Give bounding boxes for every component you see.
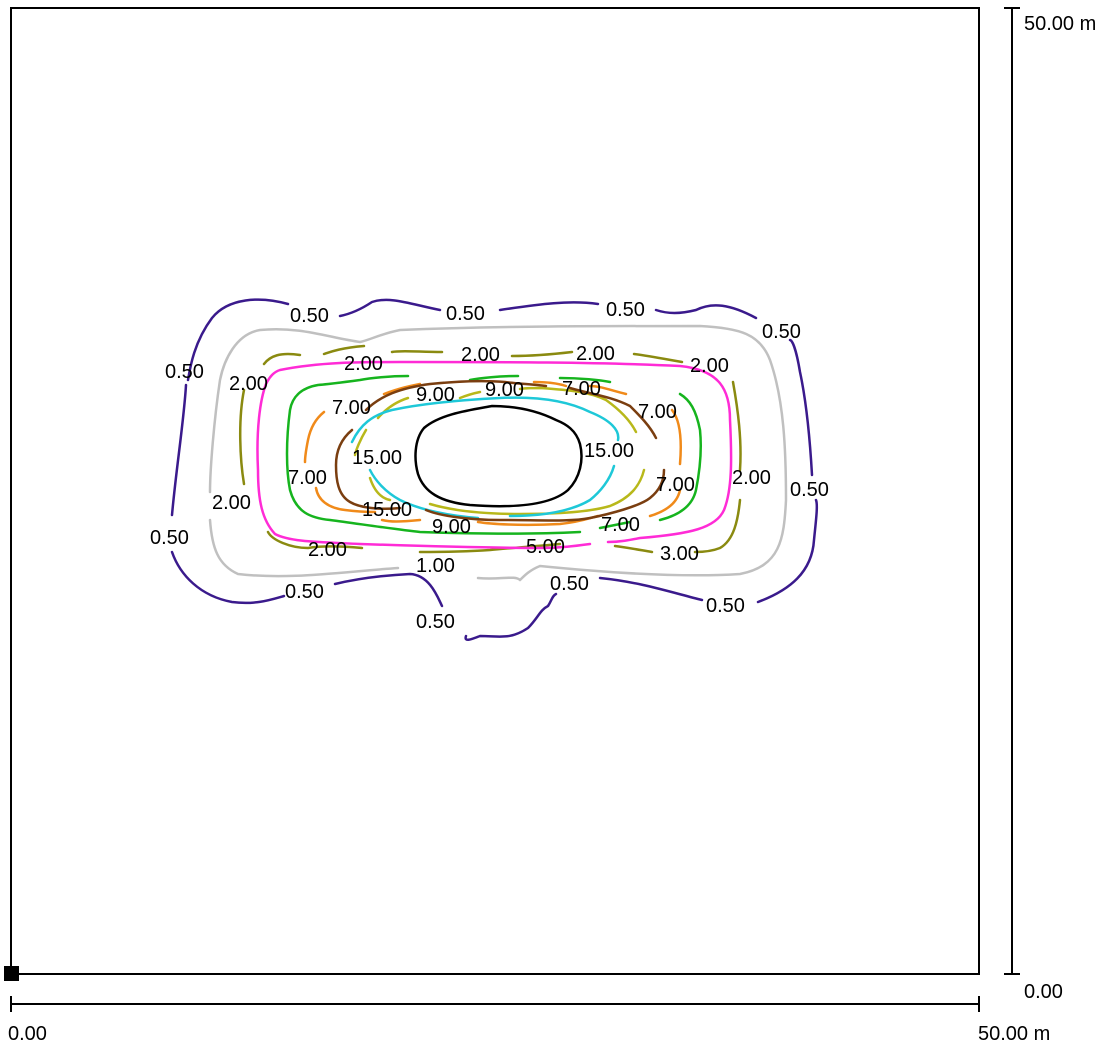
contour-label: 2.00 [690,355,729,377]
contour-label: 0.50 [606,299,645,321]
contour-15-00 [414,404,583,508]
contour-label: 15.00 [362,499,412,521]
contour-label: 2.00 [576,343,615,365]
contour-7-00 [303,380,682,527]
contour-label: 7.00 [601,514,640,536]
contour-label: 2.00 [229,373,268,395]
contour-label: 9.00 [416,384,455,406]
contour-label: 7.00 [562,378,601,400]
contour-label: 7.00 [332,397,371,419]
contour-9-00 [353,386,646,516]
contour-label: 0.50 [285,581,324,603]
contour-label: 0.50 [762,321,801,343]
contour-label: 7.00 [288,467,327,489]
contour-0-50 [170,298,819,641]
y-scale-end: 50.00 m [1024,13,1096,35]
contour-label: 2.00 [212,492,251,514]
x-scale-end: 50.00 m [978,1023,1050,1045]
contour-label: 0.50 [550,573,589,595]
contour-label: 0.50 [706,595,745,617]
contour-label: 2.00 [461,344,500,366]
contour-label: 3.00 [660,543,699,565]
y-scale-start: 0.00 [1024,981,1063,1003]
contour-label: 2.00 [308,539,347,561]
contour-2-00 [239,344,742,554]
contour-label: 9.00 [432,516,471,538]
contour-13-00 [334,379,666,522]
contour-label: 1.00 [416,555,455,577]
contour-label: 15.00 [352,447,402,469]
contour-5-00 [285,374,703,535]
contour-label: 7.00 [638,401,677,423]
contour-label: 5.00 [526,536,565,558]
contour-label: 2.00 [732,467,771,489]
contour-label: 0.50 [290,305,329,327]
contour-label: 2.00 [344,353,383,375]
origin-marker [4,966,19,981]
x-scale-start: 0.00 [8,1023,47,1045]
contour-label: 7.00 [656,474,695,496]
contour-label: 9.00 [485,379,524,401]
contour-1-00 [208,324,788,582]
contour-labels: 0.50 0.50 0.50 0.50 0.50 0.50 0.50 0.50 0.50 0.50… [150,299,829,633]
contour-label: 0.50 [165,361,204,383]
contour-3-00 [256,360,733,550]
plot-frame [10,7,980,975]
contour-label: 0.50 [416,611,455,633]
contour-label: 0.50 [150,527,189,549]
y-scale-bar [1004,7,1020,975]
contour-label: 0.50 [446,303,485,325]
contour-11-00 [350,396,620,520]
contour-label: 15.00 [584,440,634,462]
x-scale-bar [10,996,980,1012]
contour-label: 0.50 [790,479,829,501]
